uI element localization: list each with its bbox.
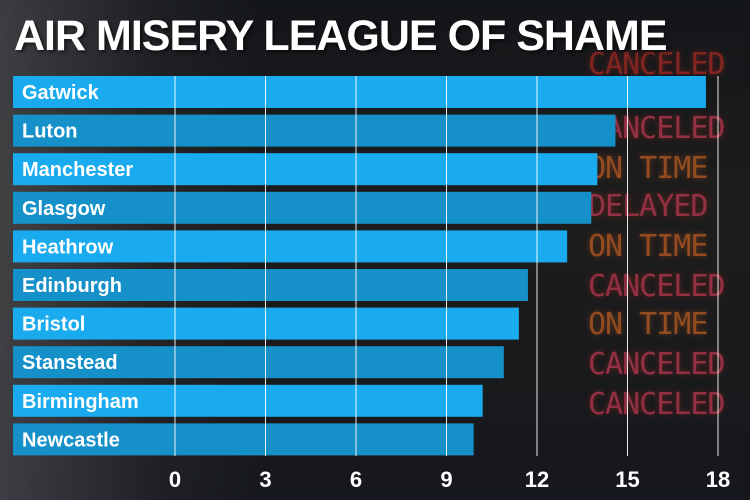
board-status: ON TIME	[588, 151, 708, 186]
bar-manchester	[13, 153, 598, 186]
category-label: Newcastle	[22, 429, 120, 451]
bar-stanstead	[13, 346, 504, 379]
bar-heathrow	[13, 230, 568, 263]
board-status: CANCELED	[588, 387, 726, 422]
bar-luton	[13, 114, 616, 147]
board-status: CANCELED	[588, 47, 726, 82]
x-tick-label: 3	[259, 467, 271, 492]
board-status: DELAYED	[588, 189, 708, 224]
x-tick-label: 0	[169, 467, 181, 492]
category-label: Glasgow	[22, 198, 106, 220]
category-label: Birmingham	[22, 391, 139, 413]
board-status: CANCELED	[588, 269, 726, 304]
category-label: Bristol	[22, 314, 85, 336]
category-label: Heathrow	[22, 236, 114, 258]
bar-glasgow	[13, 191, 592, 224]
category-label: Manchester	[22, 159, 133, 181]
x-tick-label: 15	[615, 467, 639, 492]
category-label: Gatwick	[22, 82, 100, 104]
chart-title: AIR MISERY LEAGUE OF SHAME	[14, 12, 668, 60]
bar-birmingham	[13, 384, 483, 417]
x-tick-label: 9	[440, 467, 452, 492]
bar-edinburgh	[13, 269, 528, 301]
bar-gatwick	[13, 76, 706, 108]
category-label: Stanstead	[22, 352, 118, 374]
x-tick-label: 18	[706, 467, 730, 492]
category-label: Luton	[22, 121, 78, 143]
x-tick-label: 6	[350, 467, 362, 492]
x-tick-label: 12	[525, 467, 549, 492]
category-label: Edinburgh	[22, 275, 122, 297]
board-status: CANCELED	[588, 347, 726, 382]
board-status: ON TIME	[588, 229, 708, 264]
board-status: ON TIME	[588, 307, 708, 342]
bar-newcastle	[13, 423, 474, 456]
